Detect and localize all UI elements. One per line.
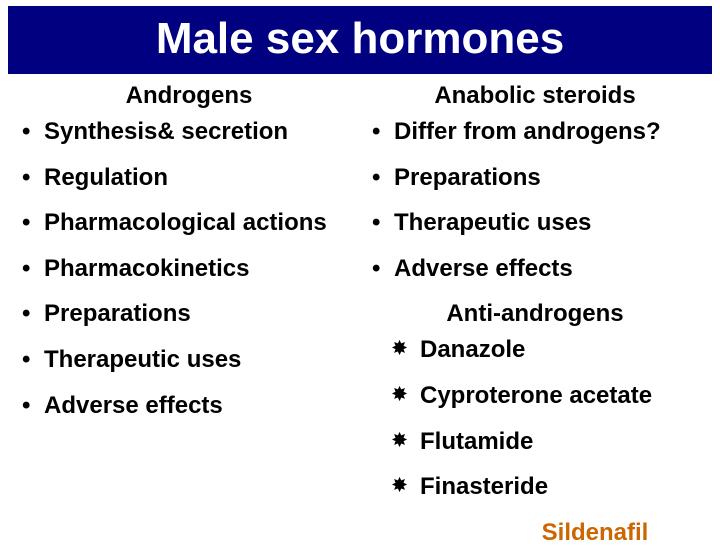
androgens-list: Synthesis& secretion Regulation Pharmaco… (20, 118, 360, 419)
list-item: Flutamide (392, 428, 702, 456)
list-item: Finasteride (392, 473, 702, 501)
right-column: Anabolic steroids Differ from androgens?… (360, 78, 702, 547)
left-column: Androgens Synthesis& secretion Regulatio… (18, 78, 360, 547)
antiandrogens-heading: Anti-androgens (368, 300, 702, 328)
list-item: Differ from androgens? (370, 118, 702, 146)
list-item: Therapeutic uses (20, 346, 360, 374)
antiandrogens-list: Danazole Cyproterone acetate Flutamide F… (392, 336, 702, 500)
list-item: Pharmacological actions (20, 209, 360, 237)
list-item: Adverse effects (370, 255, 702, 283)
list-item: Danazole (392, 336, 702, 364)
slide-title: Male sex hormones (8, 6, 712, 74)
list-item: Synthesis& secretion (20, 118, 360, 146)
sildenafil-label: Sildenafil (368, 519, 702, 547)
list-item: Preparations (20, 300, 360, 328)
anabolic-heading: Anabolic steroids (368, 82, 702, 110)
list-item: Regulation (20, 164, 360, 192)
list-item: Therapeutic uses (370, 209, 702, 237)
list-item: Pharmacokinetics (20, 255, 360, 283)
androgens-heading: Androgens (18, 82, 360, 110)
anabolic-list: Differ from androgens? Preparations Ther… (370, 118, 702, 282)
list-item: Adverse effects (20, 392, 360, 420)
list-item: Preparations (370, 164, 702, 192)
content-columns: Androgens Synthesis& secretion Regulatio… (0, 74, 720, 547)
list-item: Cyproterone acetate (392, 382, 702, 410)
